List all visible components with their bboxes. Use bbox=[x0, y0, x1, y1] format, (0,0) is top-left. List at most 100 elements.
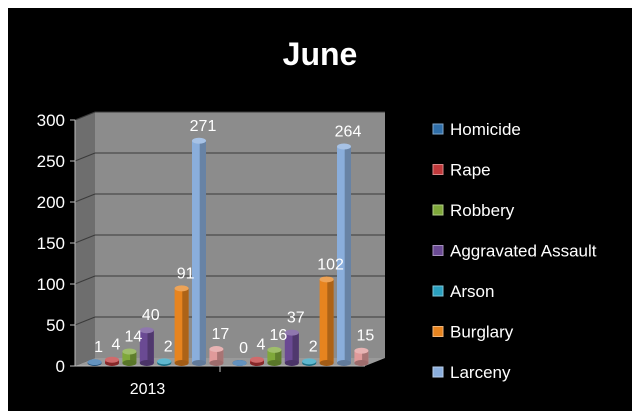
bar bbox=[192, 137, 206, 366]
legend-label: Burglary bbox=[450, 323, 514, 342]
bar-top bbox=[267, 346, 282, 353]
data-label: 91 bbox=[177, 265, 195, 282]
bar-base bbox=[354, 360, 369, 366]
bar-shade bbox=[182, 288, 189, 363]
bar-base bbox=[284, 360, 299, 366]
bar bbox=[209, 346, 224, 366]
bar-base bbox=[174, 360, 189, 366]
bar-top bbox=[157, 358, 172, 365]
bar-top bbox=[209, 346, 224, 353]
bar bbox=[122, 348, 137, 366]
data-label: 271 bbox=[190, 118, 217, 135]
data-label: 2 bbox=[309, 338, 318, 355]
gridline-side bbox=[74, 234, 96, 244]
y-tick-label: 0 bbox=[56, 357, 65, 376]
bar-base bbox=[319, 360, 334, 366]
legend-item: Homicide bbox=[432, 120, 521, 139]
bar-shade bbox=[130, 351, 137, 363]
y-tick-label: 100 bbox=[37, 275, 65, 294]
bar-shade bbox=[292, 332, 299, 363]
legend-label: Larceny bbox=[450, 363, 511, 382]
y-tick-label: 300 bbox=[37, 111, 65, 130]
legend-swatch bbox=[432, 366, 444, 378]
data-label: 2 bbox=[164, 338, 173, 355]
bar-top bbox=[250, 356, 264, 363]
bar-shade bbox=[217, 349, 224, 363]
bar bbox=[105, 356, 119, 366]
data-label: 37 bbox=[287, 310, 305, 327]
bar bbox=[232, 360, 247, 366]
bar-shade bbox=[327, 279, 334, 363]
legend-swatch bbox=[432, 285, 444, 297]
bar-shade bbox=[275, 349, 282, 363]
gridline-side bbox=[74, 316, 96, 326]
data-label: 16 bbox=[270, 327, 288, 344]
bar bbox=[284, 329, 299, 366]
data-label: 264 bbox=[335, 124, 362, 141]
bar-shade bbox=[344, 146, 351, 363]
bar-top bbox=[87, 359, 102, 366]
bar-base bbox=[267, 360, 282, 366]
gridline-side bbox=[74, 111, 96, 121]
data-label: 1 bbox=[94, 339, 103, 356]
y-tick-label: 250 bbox=[37, 152, 65, 171]
bar-base bbox=[122, 360, 137, 366]
bar bbox=[139, 327, 154, 366]
bar-base bbox=[337, 360, 351, 366]
bar bbox=[267, 346, 282, 366]
data-label: 15 bbox=[357, 328, 375, 345]
bar bbox=[157, 358, 172, 366]
legend-label: Arson bbox=[450, 282, 494, 301]
data-label: 14 bbox=[125, 329, 143, 346]
legend-label: Rape bbox=[450, 161, 491, 180]
bar bbox=[250, 356, 264, 366]
legend-swatch bbox=[432, 326, 444, 337]
bar-shade bbox=[147, 330, 154, 363]
bar-base bbox=[209, 360, 224, 366]
legend-swatch bbox=[432, 204, 444, 216]
bar bbox=[302, 358, 317, 366]
data-label: 102 bbox=[317, 256, 344, 273]
bar-base bbox=[192, 360, 206, 366]
legend-swatch bbox=[432, 123, 444, 135]
legend-item: Rape bbox=[432, 161, 491, 180]
legend-item: Larceny bbox=[432, 363, 511, 382]
bar-top bbox=[284, 329, 299, 336]
data-label: 0 bbox=[239, 340, 248, 357]
bar-top bbox=[174, 285, 189, 292]
bar-top bbox=[122, 348, 137, 355]
bar-top bbox=[319, 276, 334, 283]
bar bbox=[319, 276, 334, 366]
bar-base bbox=[139, 360, 154, 366]
bar-top bbox=[337, 143, 351, 150]
legend-item: Aggravated Assault bbox=[432, 242, 597, 261]
bar-shade bbox=[199, 140, 206, 363]
legend-item: Arson bbox=[432, 282, 494, 301]
chart-legend: Homicide Rape Robbery Aggravated Assault Ars… bbox=[432, 120, 597, 382]
chart-title: June bbox=[282, 36, 358, 72]
chart-bars bbox=[87, 137, 369, 366]
data-label: 4 bbox=[112, 337, 121, 354]
bar bbox=[87, 359, 102, 366]
legend-label: Aggravated Assault bbox=[450, 242, 597, 261]
y-tick-label: 200 bbox=[37, 193, 65, 212]
legend-item: Burglary bbox=[432, 323, 514, 342]
bar-top bbox=[192, 137, 206, 144]
bar-top bbox=[139, 327, 154, 334]
bar-top bbox=[302, 358, 317, 365]
bar bbox=[337, 143, 351, 366]
bar-shade bbox=[362, 350, 369, 363]
gridline-side bbox=[74, 193, 96, 203]
legend-item: Robbery bbox=[432, 201, 515, 220]
bar bbox=[174, 285, 189, 366]
legend-label: Robbery bbox=[450, 201, 515, 220]
legend-label: Homicide bbox=[450, 120, 521, 139]
bar-body bbox=[122, 351, 137, 363]
gridline-side bbox=[74, 152, 96, 162]
data-label: 17 bbox=[212, 326, 230, 343]
y-tick-label: 50 bbox=[46, 316, 65, 335]
bar-top bbox=[105, 356, 119, 363]
y-tick-label: 150 bbox=[37, 234, 65, 253]
